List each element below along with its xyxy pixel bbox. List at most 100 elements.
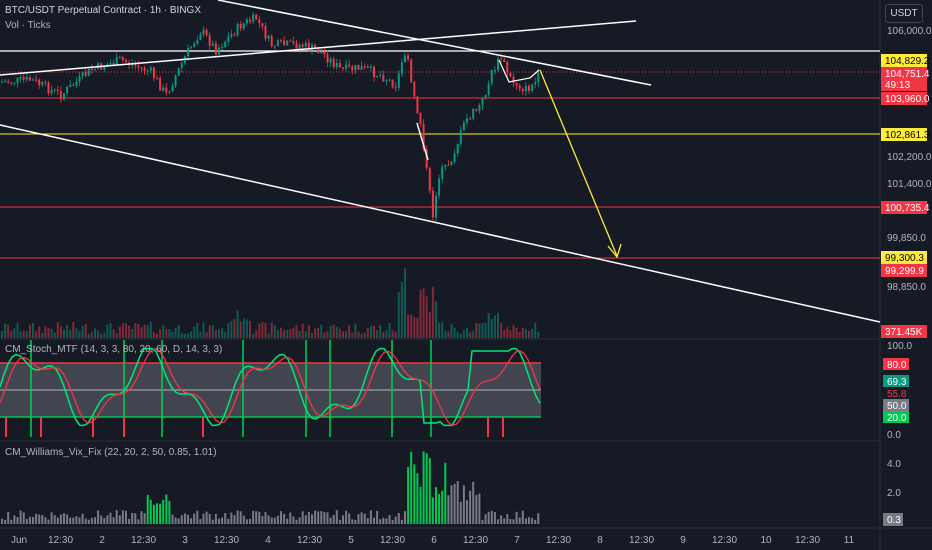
vix-bar [273, 517, 276, 524]
candle-body [512, 76, 515, 84]
candle-body [500, 58, 503, 60]
candle-body [472, 108, 475, 119]
candle-body [174, 75, 177, 86]
time-tick: 12:30 [380, 535, 405, 546]
price-tag-countdown: 49:13 [885, 80, 910, 91]
volume-bar [109, 322, 112, 338]
volume-bar [50, 328, 53, 338]
volume-bar [159, 329, 162, 338]
trendline-upper-rising[interactable] [0, 20, 637, 76]
stoch-green-marker [305, 340, 307, 437]
time-tick: 7 [514, 535, 520, 546]
candle-body [419, 113, 422, 125]
drop-pattern-lines [416, 122, 429, 161]
volume-bar [255, 330, 258, 338]
time-tick: 12:30 [463, 535, 488, 546]
volume-bar [19, 331, 22, 338]
candle-body [394, 87, 397, 89]
candle-body [35, 79, 38, 81]
volume-bar [218, 329, 220, 338]
volume-bar [69, 329, 72, 338]
volume-bar [264, 323, 267, 338]
vix-bar [174, 517, 177, 524]
vix-bar [28, 516, 31, 524]
vix-bar [258, 511, 261, 524]
volume-bar [348, 325, 351, 338]
trendline-lower-channel[interactable] [0, 124, 881, 323]
volume-bar [428, 312, 431, 338]
symbol-title[interactable]: BTC/USDT Perpetual Contract · 1h · BINGX [5, 5, 201, 16]
price-axis[interactable]: 106,000.0 102,200.0 101,400.0 99,850.0 9… [887, 26, 932, 499]
candle-body [87, 68, 90, 77]
candle-body [351, 66, 354, 71]
volume-bar [506, 327, 509, 338]
stoch-indicator-label[interactable]: CM_Stoch_MTF (14, 3, 3, 80, 20, 60, D, 1… [5, 344, 223, 355]
candle-body [218, 47, 220, 55]
volume-bar [56, 322, 59, 338]
trendline-upper-falling[interactable] [217, 0, 652, 86]
candle-body [196, 40, 199, 44]
vix-bar [422, 451, 425, 524]
volume-bar [165, 329, 168, 338]
currency-button[interactable]: USDT [885, 4, 923, 23]
candle-body [447, 164, 450, 166]
candle-body [475, 108, 478, 111]
candle-body [431, 190, 434, 218]
vix-bar [397, 513, 400, 524]
volume-bar [298, 330, 301, 338]
volume-bar [515, 327, 518, 338]
candle-body [249, 19, 251, 22]
vix-bar [242, 515, 245, 524]
vix-bar [128, 518, 131, 524]
vix-bar [97, 510, 100, 524]
stoch-red-marker [487, 417, 489, 437]
candle-body [50, 89, 53, 94]
vix-indicator-label[interactable]: CM_Williams_Vix_Fix (22, 20, 2, 50, 0.85… [5, 447, 217, 458]
candle-body [453, 153, 456, 162]
volume-bar [47, 328, 50, 338]
candle-body [490, 70, 493, 84]
volume-bar [227, 322, 230, 338]
vix-bar [16, 517, 19, 524]
volume-bar [202, 322, 205, 338]
candle-body [366, 66, 369, 68]
volume-bar [481, 323, 484, 338]
vix-bar [125, 510, 127, 524]
volume-bar [369, 325, 372, 338]
candle-body [94, 68, 96, 71]
vix-bar [332, 514, 335, 524]
candle-body [255, 14, 258, 20]
candle-body [537, 72, 540, 83]
vix-bar [44, 517, 47, 524]
volume-bar [320, 324, 323, 338]
candle-body [242, 23, 245, 29]
vix-bar [69, 517, 72, 524]
volume-bar [245, 319, 248, 338]
candle-body [469, 118, 472, 120]
candle-body [348, 64, 351, 67]
stoch-green-marker [391, 340, 393, 437]
candle-body [227, 36, 230, 42]
vix-bar [224, 513, 227, 524]
volume-bar [484, 322, 487, 338]
candle-body [32, 79, 34, 81]
vix-bar [81, 513, 84, 524]
volume-bar [224, 332, 227, 338]
time-axis[interactable]: Jun 12:30 2 12:30 3 12:30 4 12:30 5 12:30 6 12:30 7 1… [11, 535, 855, 546]
vix-bar [534, 519, 537, 524]
volume-bar [416, 317, 419, 338]
vix-bar [180, 515, 183, 524]
volume-bar [44, 326, 47, 338]
volume-bar [10, 331, 13, 338]
volume-bar [357, 331, 360, 338]
stoch-k-line [0, 347, 541, 427]
projection-arrow[interactable] [539, 69, 618, 257]
volume-indicator-label[interactable]: Vol · Ticks [5, 20, 51, 31]
vix-bar [416, 473, 419, 524]
volume-bar [134, 323, 137, 338]
volume-bar [75, 328, 78, 338]
volume-bar [32, 322, 34, 338]
vix-bar [233, 515, 236, 524]
volume-bar [280, 327, 282, 338]
